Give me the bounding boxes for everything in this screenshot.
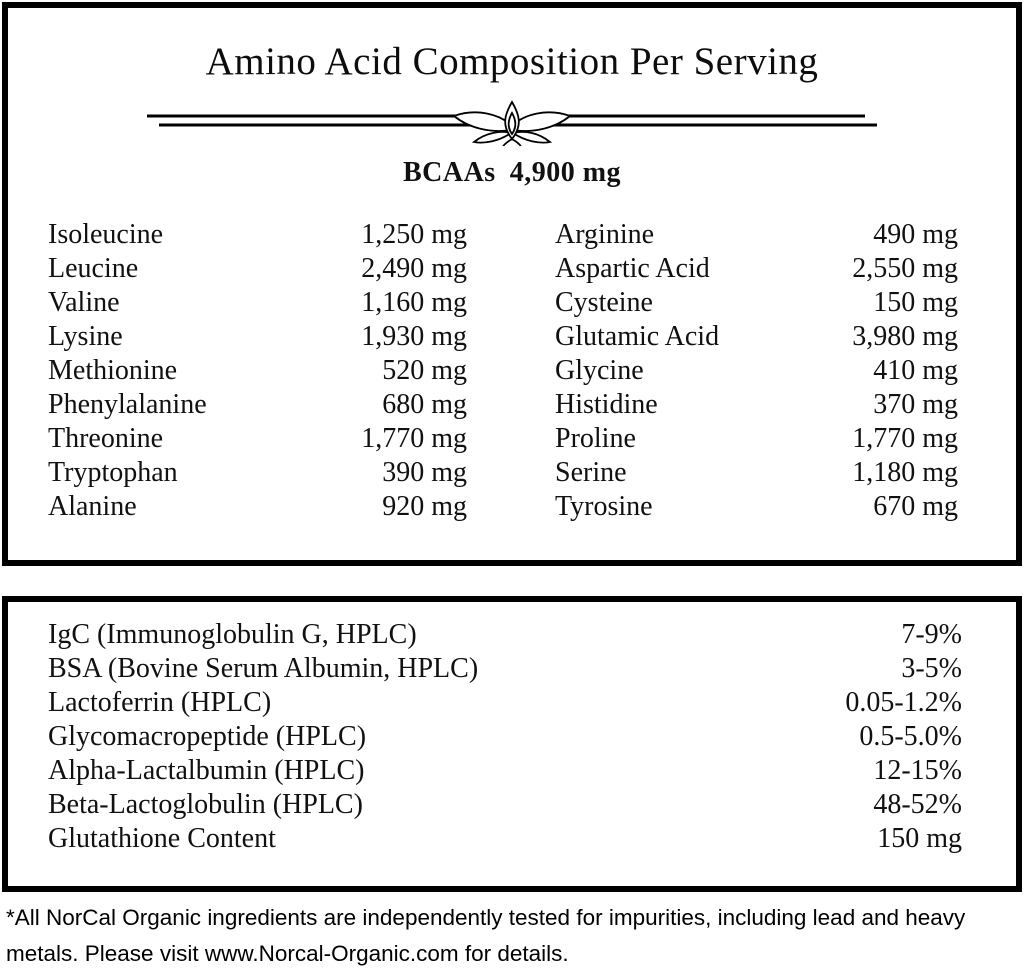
ornamental-divider	[147, 100, 877, 146]
amino-value: 1,770 mg	[852, 423, 958, 454]
amino-name: Threonine	[48, 423, 164, 454]
amino-value: 370 mg	[873, 389, 958, 420]
bcaa-value: 4,900 mg	[509, 157, 622, 188]
amino-column-left: Isoleucine 1,250 mg Leucine 2,490 mg Valin…	[48, 218, 467, 524]
table-row: Histidine 370 mg	[555, 388, 958, 422]
fraction-value: 7-9%	[901, 619, 962, 650]
amino-acid-panel: Amino Acid Composition Per Serving BCAAs…	[2, 2, 1022, 566]
amino-value: 410 mg	[873, 355, 958, 386]
fraction-name: Glycomacropeptide (HPLC)	[48, 721, 367, 752]
fraction-value: 0.05-1.2%	[845, 687, 962, 718]
fraction-value: 12-15%	[873, 755, 962, 786]
amino-value: 390 mg	[382, 457, 467, 488]
table-row: Beta-Lactoglobulin (HPLC) 48-52%	[48, 788, 962, 822]
table-row: Serine 1,180 mg	[555, 456, 958, 490]
amino-name: Phenylalanine	[48, 389, 207, 420]
amino-name: Cysteine	[555, 287, 653, 318]
amino-name: Proline	[555, 423, 636, 454]
amino-name: Lysine	[48, 321, 123, 352]
table-row: Valine 1,160 mg	[48, 286, 467, 320]
table-row: Phenylalanine 680 mg	[48, 388, 467, 422]
amino-name: Glycine	[555, 355, 644, 386]
amino-name: Arginine	[555, 219, 655, 250]
table-row: Glycomacropeptide (HPLC) 0.5-5.0%	[48, 720, 962, 754]
amino-name: Methionine	[48, 355, 178, 386]
amino-value: 1,930 mg	[361, 321, 467, 352]
amino-value: 150 mg	[873, 287, 958, 318]
amino-value: 520 mg	[382, 355, 467, 386]
amino-value: 1,770 mg	[361, 423, 467, 454]
fraction-value: 3-5%	[901, 653, 962, 684]
amino-value: 680 mg	[382, 389, 467, 420]
amino-value: 2,490 mg	[361, 253, 467, 284]
amino-value: 2,550 mg	[852, 253, 958, 284]
amino-value: 920 mg	[382, 491, 467, 522]
amino-name: Leucine	[48, 253, 139, 284]
table-row: Arginine 490 mg	[555, 218, 958, 252]
amino-name: Valine	[48, 287, 120, 318]
table-row: IgC (Immunoglobulin G, HPLC) 7-9%	[48, 618, 962, 652]
fraction-name: Lactoferrin (HPLC)	[48, 687, 272, 718]
table-row: Alpha-Lactalbumin (HPLC) 12-15%	[48, 754, 962, 788]
bcaa-label: BCAAs	[402, 157, 496, 188]
protein-fraction-panel: IgC (Immunoglobulin G, HPLC) 7-9% BSA (Bo…	[2, 596, 1022, 892]
fraction-value: 150 mg	[877, 823, 962, 854]
amino-name: Tryptophan	[48, 457, 178, 488]
amino-name: Aspartic Acid	[555, 253, 710, 284]
table-row: Isoleucine 1,250 mg	[48, 218, 467, 252]
table-row: Lactoferrin (HPLC) 0.05-1.2%	[48, 686, 962, 720]
fraction-name: IgC (Immunoglobulin G, HPLC)	[48, 619, 417, 650]
amino-value: 1,250 mg	[361, 219, 467, 250]
fraction-name: BSA (Bovine Serum Albumin, HPLC)	[48, 653, 479, 684]
fraction-name: Alpha-Lactalbumin (HPLC)	[48, 755, 365, 786]
table-row: Tryptophan 390 mg	[48, 456, 467, 490]
amino-name: Glutamic Acid	[555, 321, 720, 352]
bcaa-total: BCAAs 4,900 mg	[8, 156, 1016, 190]
amino-column-right: Arginine 490 mg Aspartic Acid 2,550 mg Cys…	[555, 218, 958, 524]
lotus-ornament-icon	[147, 100, 877, 146]
amino-value: 670 mg	[873, 491, 958, 522]
table-row: Cysteine 150 mg	[555, 286, 958, 320]
amino-acid-table: Isoleucine 1,250 mg Leucine 2,490 mg Valin…	[48, 218, 1016, 524]
panel-title: Amino Acid Composition Per Serving	[205, 40, 819, 83]
amino-name: Histidine	[555, 389, 658, 420]
lotus-flower	[452, 100, 572, 146]
table-row: Methionine 520 mg	[48, 354, 467, 388]
protein-fraction-table: IgC (Immunoglobulin G, HPLC) 7-9% BSA (Bo…	[48, 618, 962, 856]
table-row: Proline 1,770 mg	[555, 422, 958, 456]
table-row: Glutamic Acid 3,980 mg	[555, 320, 958, 354]
amino-name: Alanine	[48, 491, 137, 522]
table-row: Alanine 920 mg	[48, 490, 467, 524]
table-row: Glutathione Content 150 mg	[48, 822, 962, 856]
amino-name: Tyrosine	[555, 491, 653, 522]
amino-value: 3,980 mg	[852, 321, 958, 352]
fraction-value: 0.5-5.0%	[859, 721, 962, 752]
table-row: Glycine 410 mg	[555, 354, 958, 388]
fraction-name: Glutathione Content	[48, 823, 276, 854]
table-row: Leucine 2,490 mg	[48, 252, 467, 286]
fraction-name: Beta-Lactoglobulin (HPLC)	[48, 789, 363, 820]
amino-name: Isoleucine	[48, 219, 164, 250]
table-row: Tyrosine 670 mg	[555, 490, 958, 524]
table-row: Lysine 1,930 mg	[48, 320, 467, 354]
table-row: BSA (Bovine Serum Albumin, HPLC) 3-5%	[48, 652, 962, 686]
amino-name: Serine	[555, 457, 627, 488]
table-row: Aspartic Acid 2,550 mg	[555, 252, 958, 286]
footnote-text: *All NorCal Organic ingredients are inde…	[6, 905, 966, 966]
fraction-value: 48-52%	[873, 789, 962, 820]
amino-value: 1,160 mg	[361, 287, 467, 318]
amino-value: 490 mg	[873, 219, 958, 250]
table-row: Threonine 1,770 mg	[48, 422, 467, 456]
amino-value: 1,180 mg	[852, 457, 958, 488]
